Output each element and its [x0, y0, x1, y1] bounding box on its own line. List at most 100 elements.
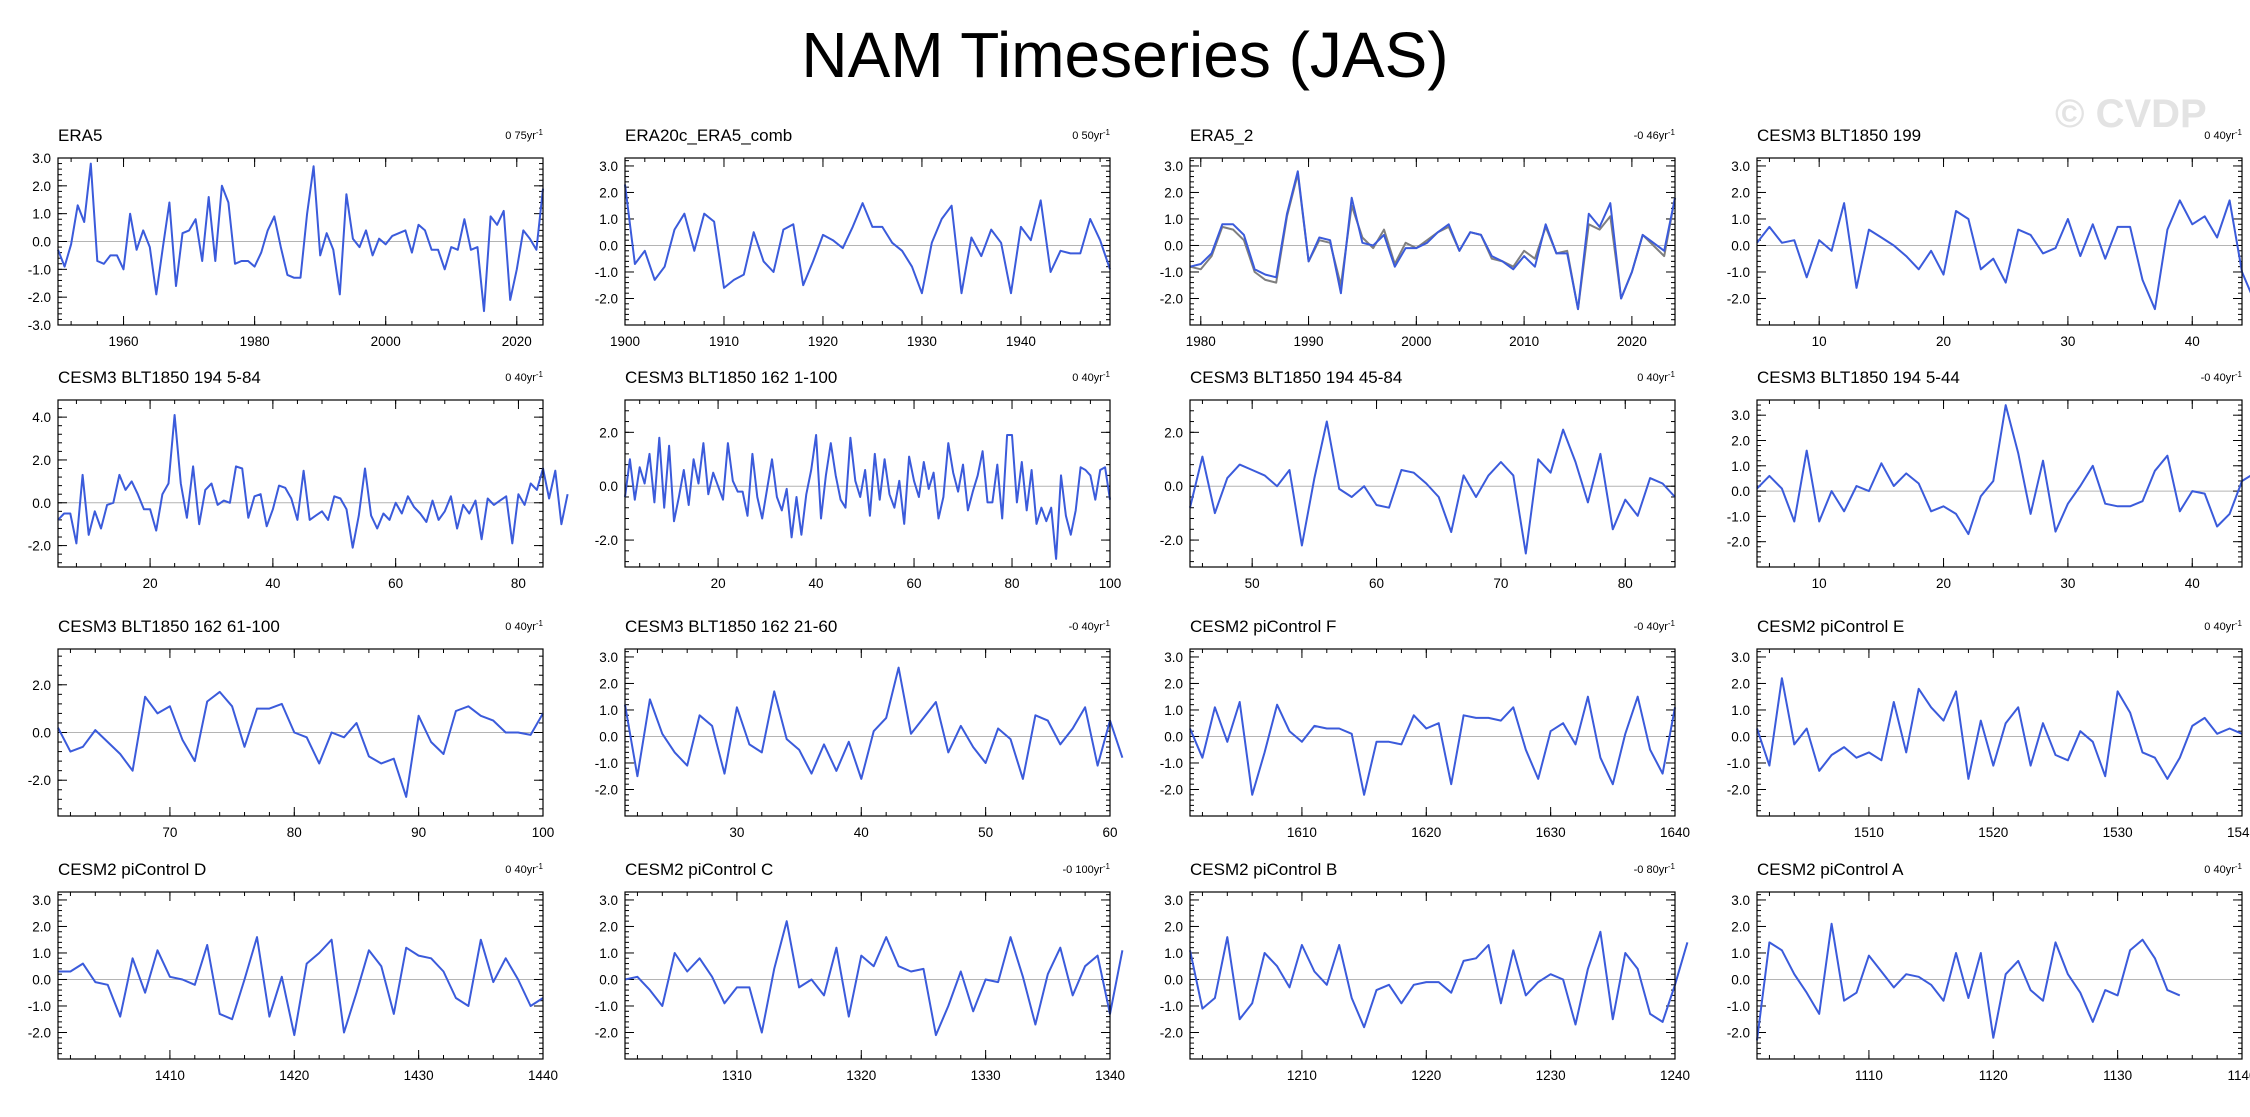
trend-exponent: -1	[1103, 370, 1111, 379]
panel-trend: -0 46yr-1	[1634, 128, 1676, 142]
panel-trend: 0 40yr-1	[1637, 370, 1675, 384]
y-tick-label: 3.0	[1164, 159, 1183, 174]
y-tick-label: 2.0	[32, 453, 51, 468]
y-tick-label: 2.0	[1731, 919, 1750, 934]
y-tick-label: -1.0	[1727, 756, 1750, 771]
x-tick-label: 1120	[1979, 1068, 2008, 1083]
y-tick-label: 1.0	[32, 207, 51, 222]
y-tick-label: 1.0	[1731, 459, 1750, 474]
y-tick-label: 2.0	[1731, 185, 1750, 200]
y-tick-label: 2.0	[1164, 919, 1183, 934]
y-tick-label: 1.0	[1164, 212, 1183, 227]
trend-exponent: -1	[536, 619, 544, 628]
y-tick-label: 0.0	[32, 496, 51, 511]
panel-14: CESM2 piControl B -0 80yr-1 -2.0 -1.0 0.0 1.0…	[1160, 860, 1690, 1083]
y-tick-label: -2.0	[1727, 782, 1750, 797]
y-tick-label: -1.0	[1727, 265, 1750, 280]
panel-trend: 0 40yr-1	[505, 370, 543, 384]
trend-value: -0 40yr	[1634, 621, 1669, 633]
trend-exponent: -1	[1103, 862, 1111, 871]
panel-trend: -0 80yr-1	[1634, 862, 1676, 876]
panel-title: CESM3 BLT1850 162 21-60	[625, 617, 837, 636]
y-tick-label: -1.0	[1727, 999, 1750, 1014]
panel-title: CESM2 piControl F	[1190, 617, 1336, 636]
x-tick-label: 100	[532, 825, 555, 840]
panel-trend: -0 40yr-1	[2201, 370, 2243, 384]
y-tick-label: 2.0	[1731, 676, 1750, 691]
x-tick-label: 80	[511, 576, 526, 591]
y-tick-label: 3.0	[1164, 893, 1183, 908]
plot-frame	[57, 648, 544, 817]
series-line	[624, 666, 1124, 780]
panel-title: CESM3 BLT1850 194 5-44	[1757, 368, 1960, 387]
series-line	[624, 434, 1111, 560]
x-tick-label: 1910	[709, 334, 739, 349]
x-tick-label: 1440	[528, 1068, 558, 1083]
trend-exponent: -1	[2235, 619, 2243, 628]
x-tick-label: 1340	[1095, 1068, 1125, 1083]
panel-1: ERA20c_ERA5_comb 0 50yr-1 -2.0 -1.0 0.0 1.0 2.…	[595, 126, 1111, 349]
x-tick-label: 1620	[1411, 825, 1441, 840]
trend-value: 0 40yr	[2204, 864, 2235, 876]
x-tick-label: 1330	[971, 1068, 1001, 1083]
panel-title: ERA5_2	[1190, 126, 1253, 145]
series-line	[1189, 420, 1676, 555]
plot-frame	[1756, 891, 2243, 1060]
x-tick-label: 40	[265, 576, 280, 591]
x-tick-label: 50	[978, 825, 993, 840]
x-tick-label: 1230	[1536, 1068, 1566, 1083]
panel-title: CESM3 BLT1850 162 61-100	[58, 617, 280, 636]
panel-trend: -0 100yr-1	[1063, 862, 1111, 876]
series-line	[57, 690, 544, 798]
y-tick-label: 2.0	[1164, 185, 1183, 200]
x-tick-label: 1210	[1287, 1068, 1317, 1083]
x-tick-label: 1310	[722, 1068, 752, 1083]
panel-trend: 0 50yr-1	[1072, 128, 1110, 142]
y-tick-label: -2.0	[595, 291, 618, 306]
y-tick-label: 0.0	[1731, 729, 1750, 744]
x-tick-label: 2020	[1617, 334, 1647, 349]
y-tick-label: 0.0	[1731, 484, 1750, 499]
panel-10: CESM2 piControl F -0 40yr-1 -2.0 -1.0 0.0 1.0…	[1160, 617, 1690, 840]
x-tick-label: 20	[1936, 334, 1951, 349]
y-tick-label: 0.0	[32, 726, 51, 741]
y-tick-label: 1.0	[32, 946, 51, 961]
x-tick-label: 2010	[1509, 334, 1539, 349]
x-tick-label: 1510	[1854, 825, 1884, 840]
panel-title: ERA5	[58, 126, 102, 145]
x-tick-label: 1320	[846, 1068, 876, 1083]
panel-trend: -0 40yr-1	[1069, 619, 1111, 633]
y-tick-label: -3.0	[28, 318, 51, 333]
y-tick-label: -2.0	[1160, 291, 1183, 306]
panel-title: CESM2 piControl A	[1757, 860, 1904, 879]
y-tick-label: -1.0	[1727, 509, 1750, 524]
y-tick-label: 2.0	[599, 185, 618, 200]
trend-exponent: -1	[1668, 862, 1676, 871]
x-tick-label: 100	[1099, 576, 1122, 591]
trend-exponent: -1	[1668, 619, 1676, 628]
y-tick-label: 0.0	[599, 972, 618, 987]
y-tick-label: 0.0	[599, 729, 618, 744]
trend-value: 0 40yr	[505, 864, 536, 876]
panel-9: CESM3 BLT1850 162 21-60 -0 40yr-1 -2.0 -1.0…	[595, 617, 1124, 840]
y-tick-label: -2.0	[28, 1025, 51, 1040]
series-line	[1756, 677, 2243, 780]
panel-title: CESM3 BLT1850 199	[1757, 126, 1921, 145]
x-tick-label: 1980	[1186, 334, 1216, 349]
x-tick-label: 60	[1102, 825, 1117, 840]
y-tick-label: 0.0	[1164, 238, 1183, 253]
series-line	[57, 414, 569, 549]
panel-12: CESM2 piControl D 0 40yr-1 -2.0 -1.0 0.0 1.0 2…	[28, 860, 558, 1083]
x-tick-label: 1920	[808, 334, 838, 349]
x-tick-label: 2000	[371, 334, 401, 349]
panel-8: CESM3 BLT1850 162 61-100 0 40yr-1 -2.0 0.0 2…	[28, 617, 555, 840]
y-tick-label: 0.0	[1731, 238, 1750, 253]
y-tick-label: 0.0	[1164, 729, 1183, 744]
y-tick-label: -1.0	[1160, 265, 1183, 280]
panel-title: CESM2 piControl B	[1190, 860, 1337, 879]
y-tick-label: -1.0	[1160, 999, 1183, 1014]
y-tick-label: -1.0	[595, 756, 618, 771]
x-tick-label: 1930	[907, 334, 937, 349]
x-tick-label: 1140	[2227, 1068, 2250, 1083]
y-tick-label: -2.0	[595, 1025, 618, 1040]
